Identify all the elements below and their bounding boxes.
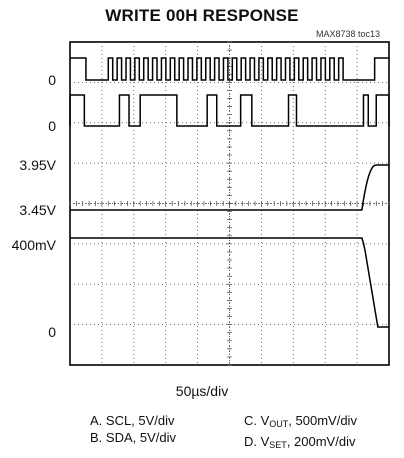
level-label-b: 0 bbox=[48, 118, 56, 134]
legend-d: D. VSET, 200mV/div bbox=[244, 433, 357, 454]
level-label-d: 400mV bbox=[12, 237, 57, 253]
legend-left: A. SCL, 5V/div B. SDA, 5V/div bbox=[90, 412, 176, 446]
legend-b: B. SDA, 5V/div bbox=[90, 430, 176, 445]
legend-c-prefix: C. V bbox=[244, 413, 270, 428]
legend-right: C. VOUT, 500mV/div D. VSET, 200mV/div bbox=[244, 412, 357, 454]
level-label-d: 0 bbox=[48, 324, 56, 340]
legend-d-suffix: , 200mV/div bbox=[286, 434, 356, 449]
figure-id: MAX8738 toc13 bbox=[315, 29, 380, 39]
level-label-c: 3.95V bbox=[19, 157, 56, 173]
trace-vout bbox=[70, 164, 389, 211]
trace-sda bbox=[69, 94, 390, 127]
legend-c-sub: OUT bbox=[269, 419, 289, 429]
trace-scl bbox=[70, 57, 389, 81]
legend-c: C. VOUT, 500mV/div bbox=[244, 412, 357, 433]
trace-vset bbox=[70, 237, 389, 328]
x-scale-label: 50µs/div bbox=[175, 383, 229, 399]
level-label-a: 0 bbox=[48, 72, 56, 88]
legend-d-prefix: D. V bbox=[244, 434, 270, 449]
legend-c-suffix: , 500mV/div bbox=[288, 413, 357, 428]
legend-a: A. SCL, 5V/div bbox=[90, 413, 175, 428]
level-label-c: 3.45V bbox=[19, 202, 56, 218]
legend-d-sub: SET bbox=[269, 440, 287, 450]
chart-title: WRITE 00H RESPONSE bbox=[105, 6, 299, 25]
